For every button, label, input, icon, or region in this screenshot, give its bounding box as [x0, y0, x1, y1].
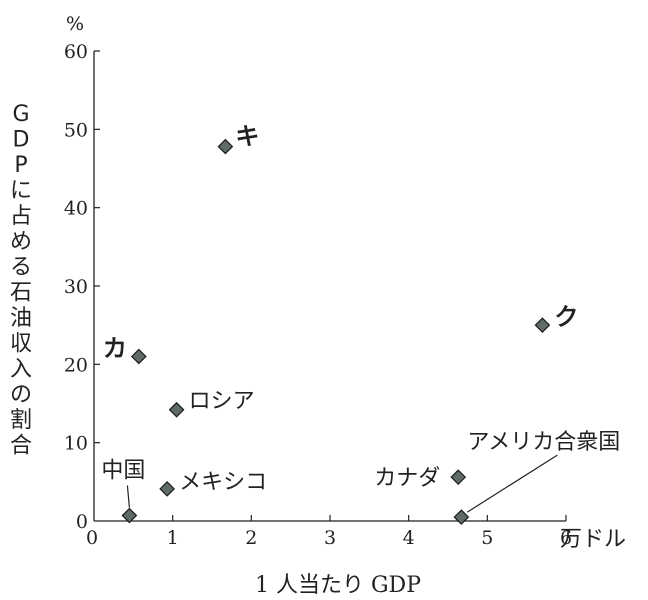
x-tick-label: 1	[167, 527, 179, 549]
leader-line	[467, 454, 558, 513]
x-axis-title: 1 人当たり GDP	[255, 573, 421, 598]
point-label: アメリカ合衆国	[467, 430, 620, 455]
y-tick-label: 50	[64, 119, 88, 141]
y-axis-unit: %	[66, 13, 84, 35]
x-tick-label: 5	[481, 527, 493, 549]
y-axis-title-char: 収	[10, 332, 32, 357]
x-tick-label: 2	[245, 527, 257, 549]
y-axis-title-char: P	[14, 153, 27, 178]
y-axis-title-char: G	[12, 102, 29, 127]
y-axis-title-char: る	[10, 255, 32, 280]
leader-line	[126, 485, 130, 508]
data-point	[534, 317, 551, 334]
y-axis-title-char: D	[13, 128, 30, 153]
y-axis-title-char: 合	[10, 434, 32, 459]
data-point	[453, 509, 470, 525]
point-label: ロシア	[189, 389, 255, 414]
leader-lines	[126, 454, 558, 513]
y-tick-label: 20	[64, 354, 88, 376]
x-tick-label: 0	[86, 527, 98, 549]
point-label: カナダ	[374, 466, 440, 491]
y-tick-label: 0	[76, 511, 88, 533]
point-label: 中国	[101, 459, 145, 484]
data-point	[159, 481, 176, 497]
point-label: カ	[103, 335, 127, 363]
x-tick-label: 4	[403, 527, 415, 549]
y-tick-label: 10	[64, 433, 88, 455]
y-axis-title-char: 油	[10, 306, 32, 331]
y-axis-title-char: 石	[10, 281, 32, 306]
point-label: ク	[554, 303, 578, 331]
x-tick-label: 6	[560, 527, 572, 549]
data-point	[130, 348, 147, 365]
y-axis-title-char: に	[10, 179, 32, 204]
y-axis-title-char: め	[10, 230, 32, 255]
data-point	[121, 507, 138, 524]
data-point	[450, 469, 467, 485]
y-axis-title-char: 占	[10, 204, 32, 229]
x-axis-unit: 万ドル	[560, 527, 626, 552]
y-axis-title-char: の	[10, 383, 32, 408]
point-label: キ	[235, 123, 259, 151]
data-points	[121, 138, 551, 525]
y-tick-label: 30	[64, 276, 88, 298]
y-axis-title-char: 入	[10, 357, 32, 382]
data-point	[168, 401, 185, 418]
y-tick-label: 60	[64, 41, 88, 63]
x-tick-label: 3	[324, 527, 336, 549]
point-label: メキシコ	[179, 470, 267, 495]
y-axis-title-char: 割	[10, 408, 32, 433]
data-point	[217, 138, 234, 155]
y-tick-label: 40	[64, 198, 88, 220]
